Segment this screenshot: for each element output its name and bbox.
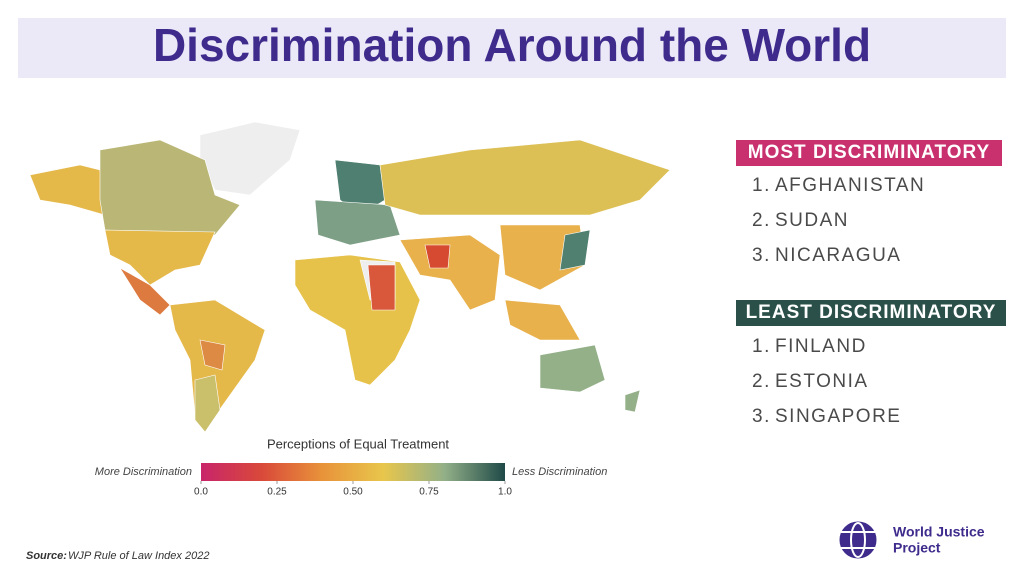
logo-icon: [839, 521, 877, 559]
color-bar: [201, 463, 505, 481]
logo-line2: Project: [893, 540, 941, 556]
source-text: WJP Rule of Law Index 2022: [68, 550, 209, 562]
most-heading-band: [736, 140, 1002, 166]
rank: 3.: [752, 406, 771, 427]
tick-label: 0.0: [194, 487, 208, 498]
country: FINLAND: [775, 336, 867, 357]
title-band: [18, 18, 1006, 78]
tick-label: 0.25: [267, 487, 287, 498]
rank: 2.: [752, 210, 771, 231]
least-heading: LEAST DISCRIMINATORY: [746, 302, 997, 323]
most-heading: MOST DISCRIMINATORY: [748, 142, 990, 163]
rank: 3.: [752, 245, 771, 266]
legend-ticks: 0.0 0.25 0.50 0.75 1.0: [194, 481, 512, 498]
rank: 2.: [752, 371, 771, 392]
country: ESTONIA: [775, 371, 869, 392]
tick-label: 1.0: [498, 487, 512, 498]
country: SUDAN: [775, 210, 849, 231]
source-label: Source:: [26, 550, 67, 562]
rank: 1.: [752, 175, 771, 196]
world-map: [29, 121, 671, 433]
country: SINGAPORE: [775, 406, 901, 427]
logo-line1: World Justice: [893, 524, 985, 540]
title: Discrimination Around the World: [153, 19, 871, 71]
country: NICARAGUA: [775, 245, 901, 266]
tick-label: 0.75: [419, 487, 439, 498]
country: AFGHANISTAN: [775, 175, 925, 196]
legend-low-label: More Discrimination: [95, 466, 192, 478]
legend-high-label: Less Discrimination: [512, 466, 607, 478]
legend-title: Perceptions of Equal Treatment: [267, 436, 449, 451]
rank: 1.: [752, 336, 771, 357]
least-heading-band: [736, 300, 1006, 326]
tick-label: 0.50: [343, 487, 363, 498]
